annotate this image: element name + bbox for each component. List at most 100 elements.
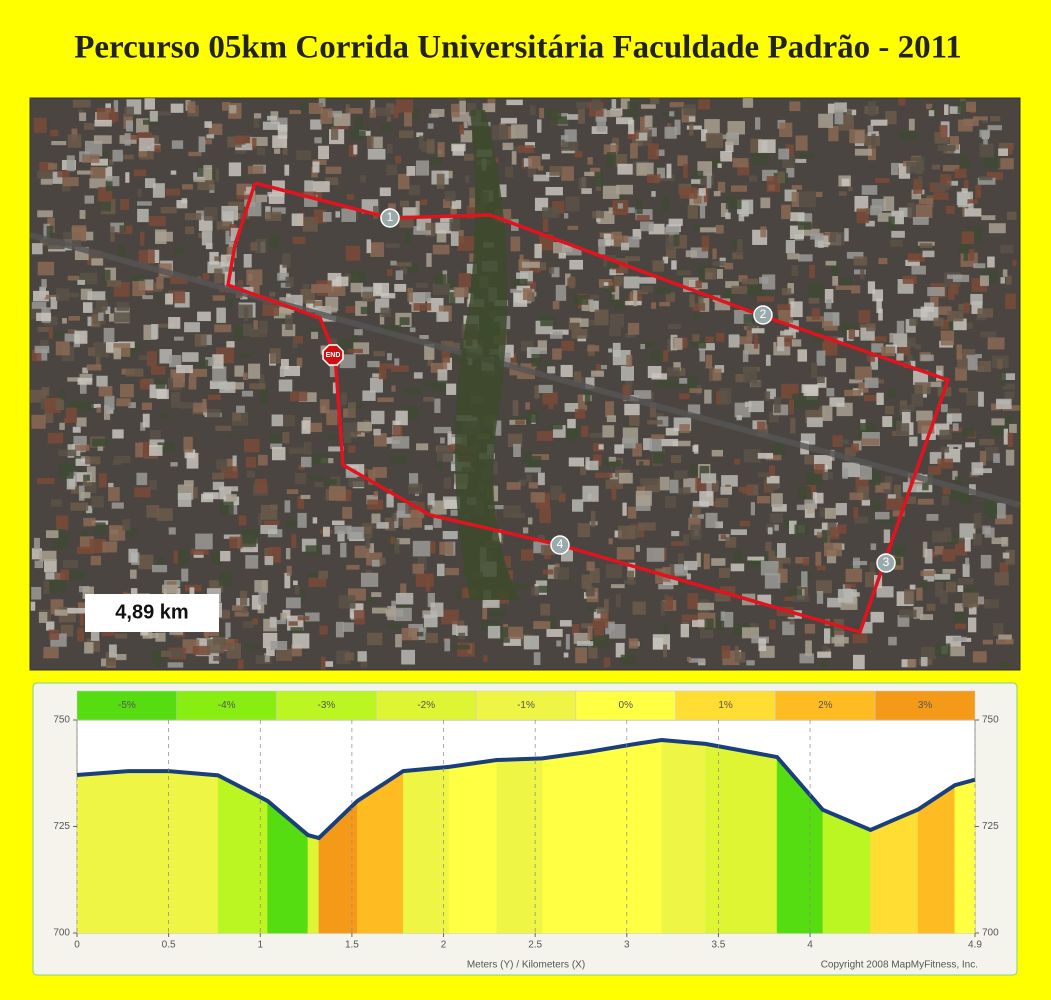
texture-block: [390, 260, 397, 266]
texture-block: [553, 567, 570, 580]
texture-block: [957, 585, 964, 592]
texture-block: [385, 243, 400, 248]
grade-segment: [128, 770, 169, 934]
texture-block: [585, 377, 595, 389]
texture-block: [608, 456, 616, 462]
texture-block: [714, 298, 731, 311]
texture-block: [674, 337, 683, 350]
texture-block: [304, 612, 320, 622]
texture-block: [516, 272, 529, 279]
texture-block: [913, 370, 929, 385]
texture-block: [816, 565, 826, 571]
texture-block: [667, 323, 681, 330]
texture-block: [252, 618, 259, 625]
texture-block: [705, 158, 721, 169]
texture-block: [125, 368, 144, 377]
texture-block: [854, 516, 868, 524]
texture-block: [450, 509, 458, 516]
texture-block: [561, 149, 576, 154]
texture-block: [580, 464, 587, 475]
texture-block: [206, 134, 215, 139]
grade-cell: [575, 690, 676, 721]
elevation-line: [76, 738, 976, 841]
texture-block: [816, 350, 826, 366]
texture-block: [1008, 144, 1013, 155]
texture-block: [212, 481, 225, 490]
texture-block: [797, 486, 811, 500]
texture-block: [699, 204, 706, 219]
texture-block: [74, 330, 88, 344]
texture-block: [734, 645, 739, 656]
texture-block: [431, 108, 445, 117]
texture-block: [687, 205, 699, 219]
grade-cell: [475, 690, 577, 721]
texture-block: [285, 547, 291, 560]
grade-cell: [176, 690, 277, 721]
texture-block: [674, 565, 688, 576]
texture-block: [174, 247, 185, 254]
texture-block: [880, 517, 896, 524]
texture-block: [138, 554, 154, 570]
texture-block: [240, 590, 248, 606]
texture-block: [510, 278, 528, 288]
texture-block: [390, 456, 407, 464]
texture-block: [703, 186, 709, 203]
texture-block: [118, 244, 126, 259]
texture-block: [212, 354, 224, 369]
texture-block: [148, 632, 159, 639]
texture-block: [101, 658, 107, 667]
texture-block: [463, 153, 477, 161]
texture-block: [602, 425, 615, 438]
texture-block: [697, 602, 715, 611]
texture-block: [290, 627, 304, 638]
texture-block: [999, 662, 1010, 669]
texture-block: [592, 618, 609, 629]
texture-block: [631, 289, 649, 295]
texture-block: [87, 291, 106, 301]
texture-block: [617, 203, 623, 209]
texture-block: [170, 275, 188, 284]
texture-block: [458, 632, 466, 640]
texture-block: [651, 434, 665, 439]
texture-block: [85, 456, 101, 465]
texture-block: [732, 252, 744, 260]
texture-block: [513, 146, 521, 152]
texture-block: [633, 390, 652, 399]
texture-block: [400, 583, 407, 598]
texture-block: [1003, 416, 1013, 426]
texture-block: [586, 460, 599, 471]
texture-block: [965, 442, 975, 448]
texture-block: [62, 177, 79, 187]
texture-block: [757, 594, 772, 605]
texture-block: [824, 289, 834, 304]
texture-block: [831, 636, 849, 644]
texture-block: [547, 366, 556, 374]
texture-block: [632, 228, 642, 240]
texture-block: [227, 382, 245, 390]
texture-block: [606, 261, 620, 269]
texture-block: [395, 270, 404, 281]
texture-block: [670, 454, 682, 464]
texture-block: [513, 443, 521, 457]
grade-cell: [675, 690, 776, 721]
texture-block: [45, 530, 59, 539]
texture-block: [688, 658, 705, 663]
texture-block: [412, 540, 431, 557]
texture-block: [817, 651, 832, 658]
texture-block: [977, 308, 994, 318]
texture-block: [768, 411, 779, 423]
texture-block: [611, 231, 622, 240]
texture-block: [314, 481, 324, 488]
texture-block: [405, 230, 411, 245]
texture-block: [947, 413, 962, 422]
texture-block: [390, 536, 395, 545]
texture-block: [284, 164, 290, 176]
texture-block: [182, 352, 199, 362]
texture-block: [802, 228, 820, 236]
texture-block: [427, 354, 433, 366]
texture-block: [503, 636, 522, 646]
texture-block: [954, 476, 962, 492]
texture-block: [966, 101, 976, 112]
texture-block: [444, 191, 456, 202]
texture-block: [258, 590, 268, 605]
